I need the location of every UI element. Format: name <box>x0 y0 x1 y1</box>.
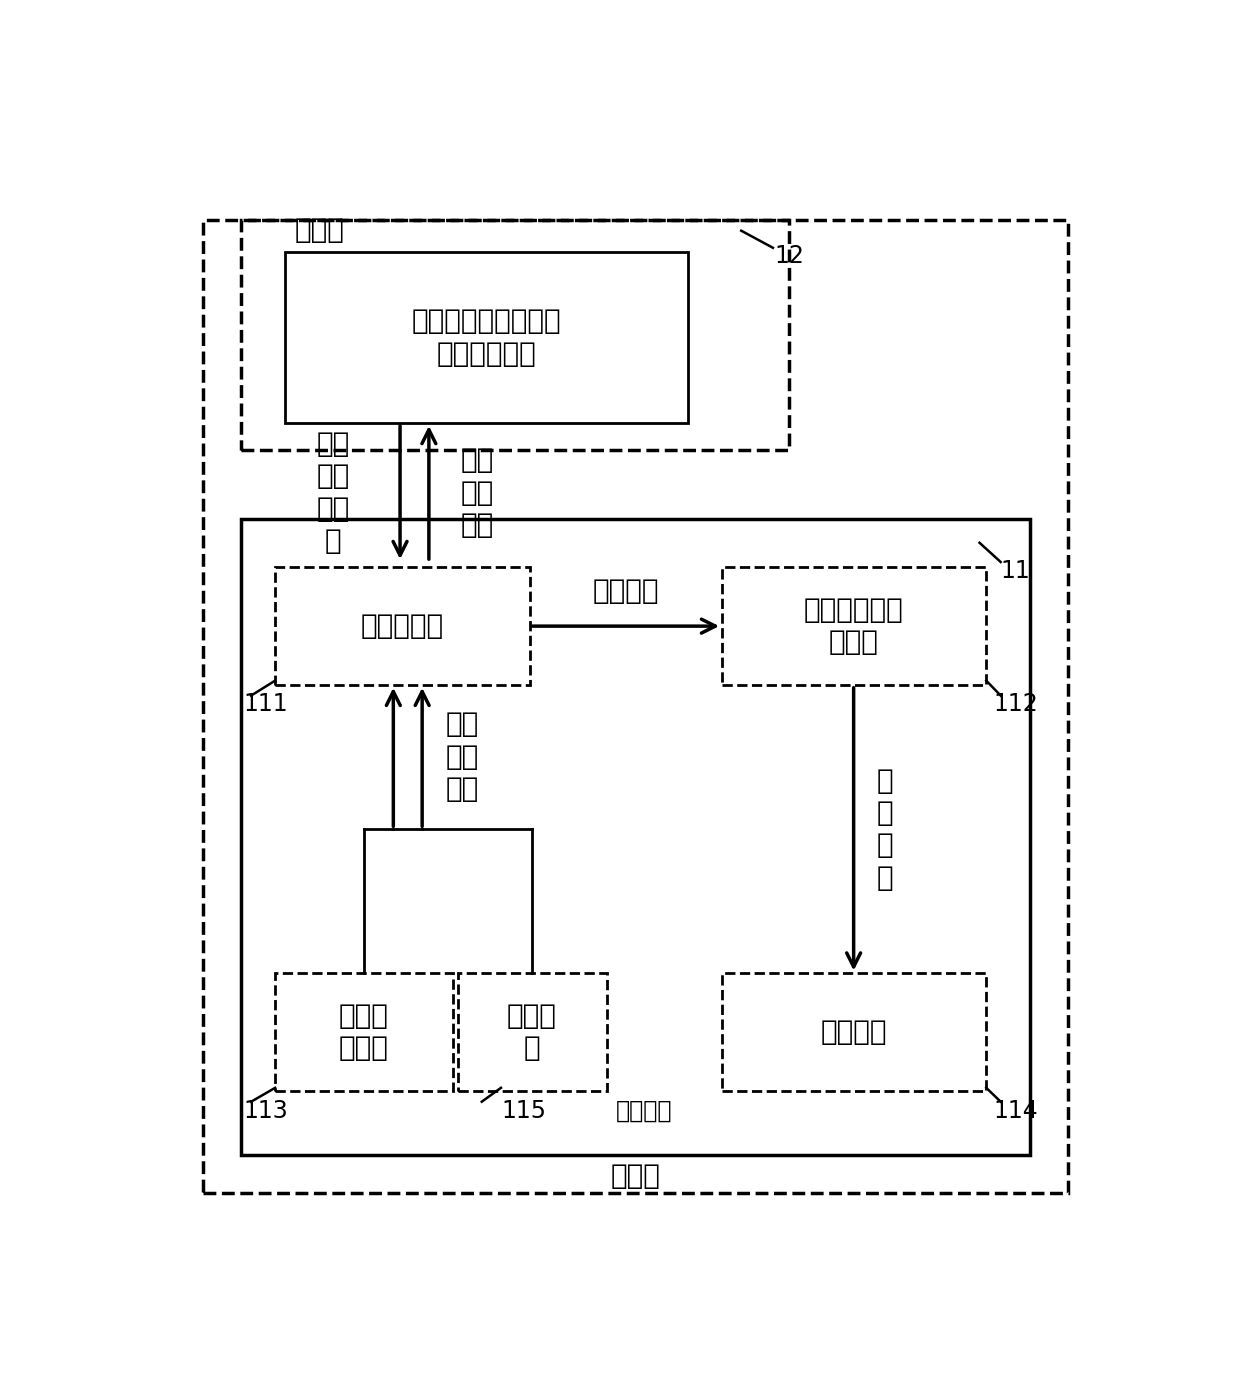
Text: 定位模
块: 定位模 块 <box>507 1002 557 1062</box>
Text: 111: 111 <box>243 693 288 716</box>
Text: 测试车辆: 测试车辆 <box>616 1098 673 1123</box>
Text: 12: 12 <box>775 243 805 268</box>
Text: 115: 115 <box>501 1098 546 1123</box>
Text: 114: 114 <box>993 1098 1038 1123</box>
Text: 线控模块: 线控模块 <box>821 1019 887 1047</box>
Text: 自动驾驶算法
工控机: 自动驾驶算法 工控机 <box>804 595 904 657</box>
Bar <box>458 973 606 1091</box>
Text: 场地二: 场地二 <box>294 215 345 243</box>
Bar <box>242 519 1029 1155</box>
Text: 112: 112 <box>993 693 1038 716</box>
Text: 仿真工控机: 仿真工控机 <box>361 612 444 640</box>
Text: 佩戴有定位感知设备
的真实参与物: 佩戴有定位感知设备 的真实参与物 <box>412 307 562 368</box>
Bar <box>722 568 986 684</box>
Text: 惯性测
量单元: 惯性测 量单元 <box>339 1002 388 1062</box>
Bar <box>275 568 529 684</box>
Bar <box>242 221 789 450</box>
Text: 控
制
信
号: 控 制 信 号 <box>877 766 894 892</box>
Text: 参与
物状
态信
息: 参与 物状 态信 息 <box>316 430 350 555</box>
Bar <box>722 973 986 1091</box>
Text: 仿真信号: 仿真信号 <box>593 577 660 605</box>
Bar <box>275 973 453 1091</box>
Text: 车辆
状态
信息: 车辆 状态 信息 <box>446 711 479 802</box>
Text: 车辆
状态
信息: 车辆 状态 信息 <box>460 446 494 539</box>
Text: 11: 11 <box>1001 559 1030 583</box>
Text: 113: 113 <box>243 1098 288 1123</box>
Text: 场地一: 场地一 <box>610 1162 661 1191</box>
Bar <box>285 253 688 423</box>
